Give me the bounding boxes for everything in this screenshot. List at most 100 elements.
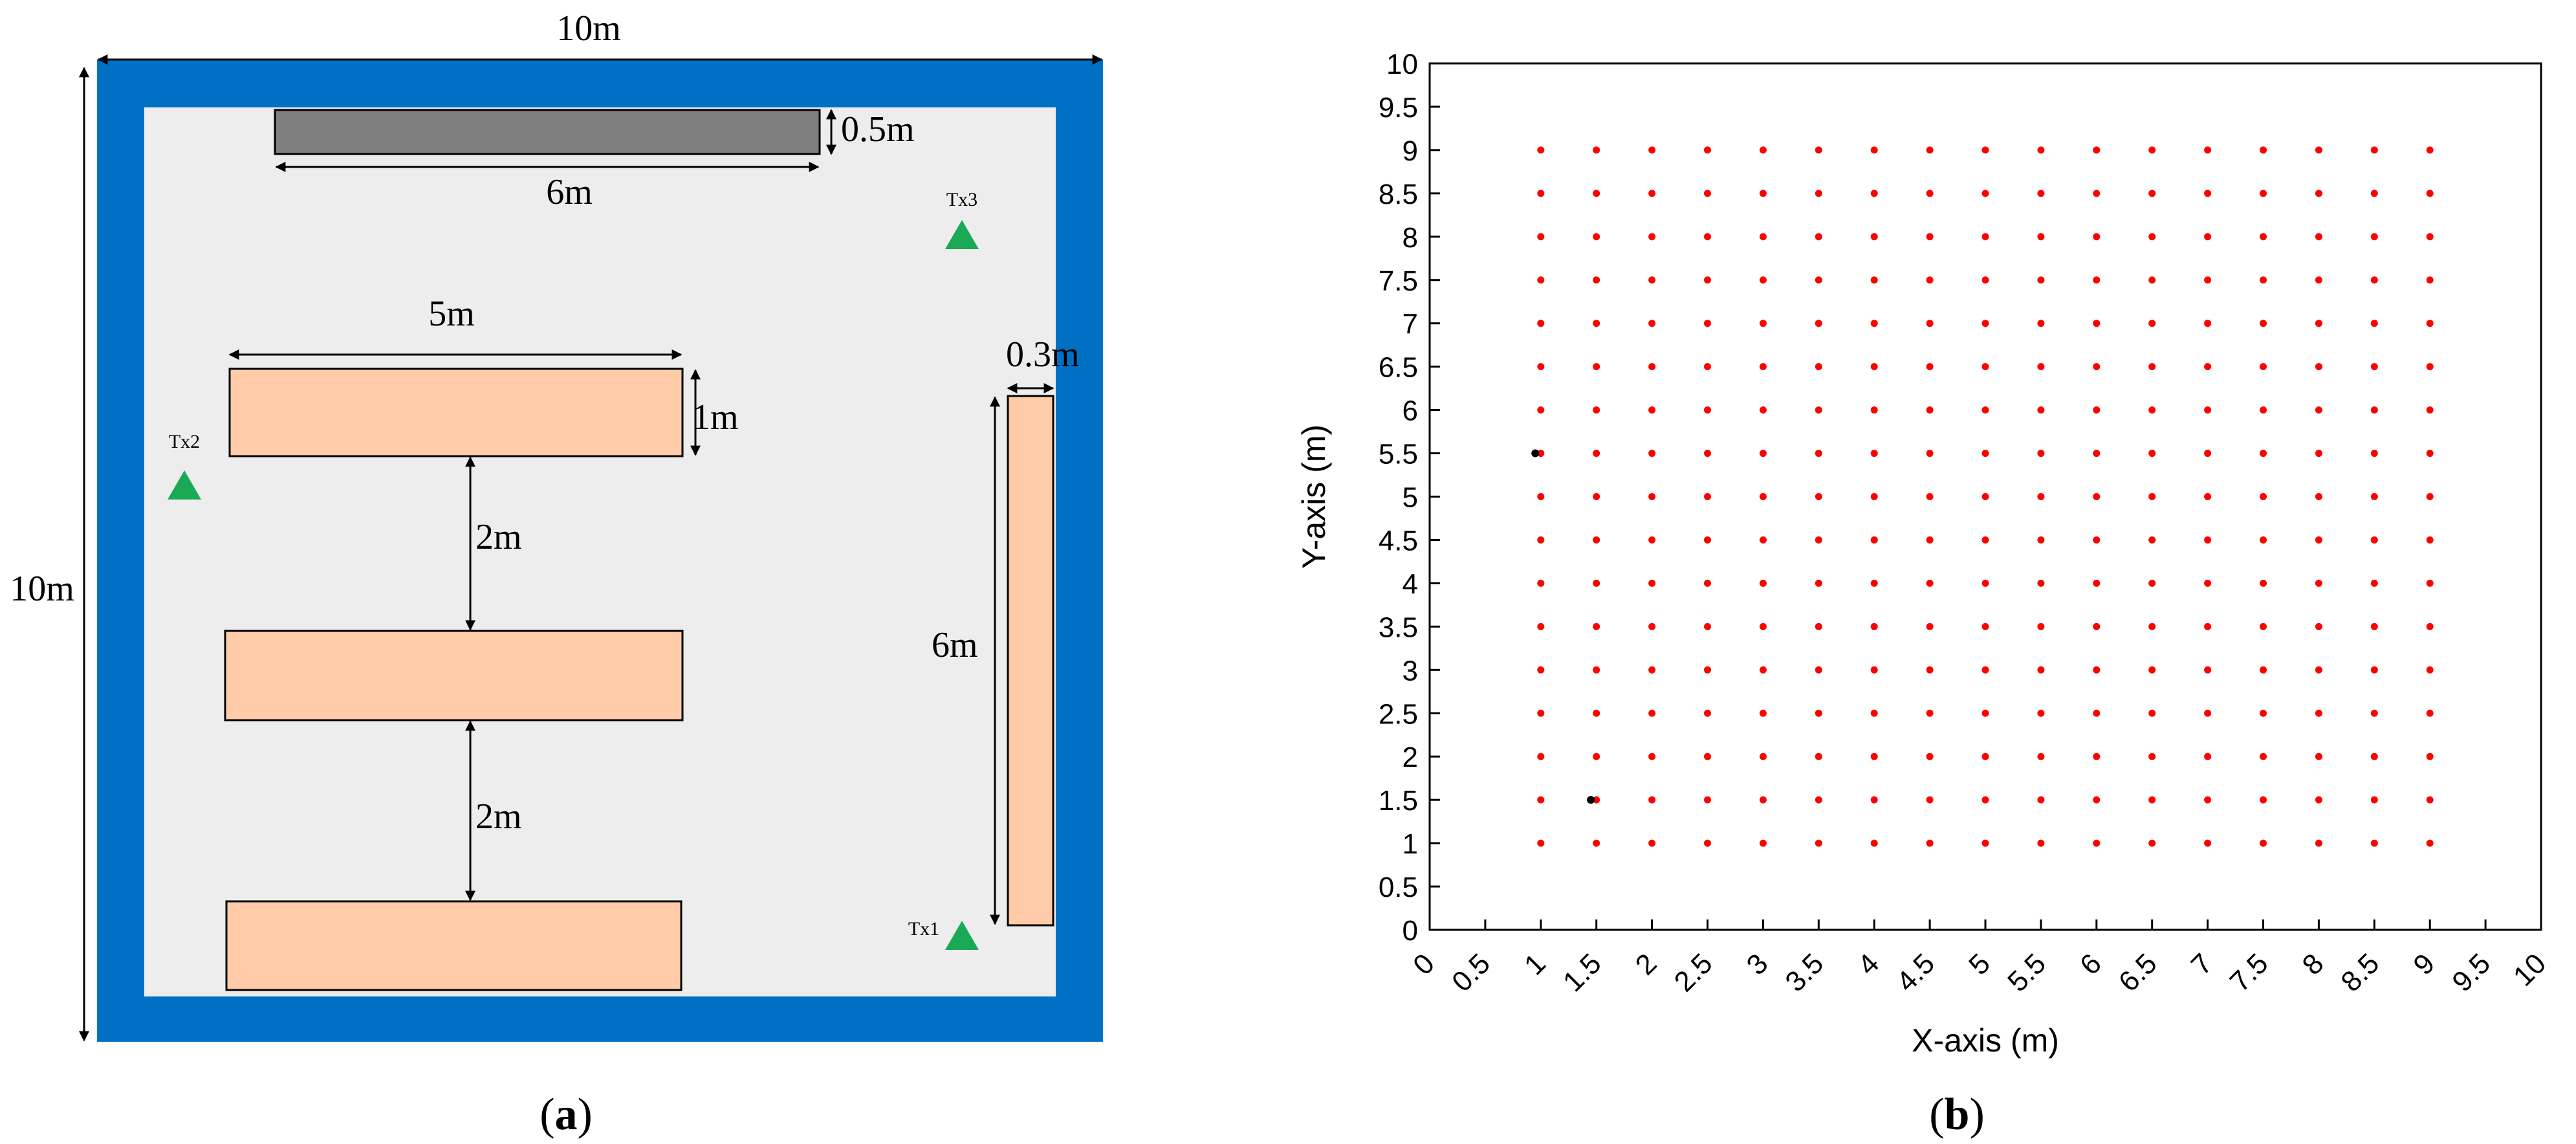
data-point: [2260, 579, 2267, 587]
data-point: [2426, 146, 2434, 154]
data-point: [1981, 579, 1989, 587]
data-point: [1648, 622, 1656, 630]
caption-a: (a): [540, 1090, 593, 1139]
data-point: [2093, 146, 2101, 154]
data-point: [2148, 320, 2156, 327]
x-tick-label: 2: [1630, 947, 1663, 981]
data-point: [2093, 190, 2101, 197]
data-point: [2260, 233, 2267, 241]
data-point: [2093, 406, 2101, 414]
tx3-triangle-icon: [945, 220, 979, 249]
data-point: [1759, 753, 1767, 760]
x-axis-label: X-axis (m): [1912, 1022, 2059, 1059]
data-point: [2204, 320, 2212, 327]
data-point: [2037, 190, 2045, 197]
data-point: [2093, 233, 2101, 241]
data-point: [1870, 190, 1878, 197]
data-point: [1759, 276, 1767, 284]
x-tick-label: 9: [2407, 947, 2441, 981]
data-point: [2204, 406, 2212, 414]
data-point: [2426, 493, 2434, 500]
data-point: [1815, 709, 1822, 717]
data-point: [2370, 363, 2378, 371]
data-point: [1870, 233, 1878, 241]
data-point: [2426, 233, 2434, 241]
data-point: [1537, 709, 1545, 717]
data-point: [1815, 276, 1822, 284]
data-point: [1537, 320, 1545, 327]
data-point: [2148, 363, 2156, 371]
data-point: [2093, 276, 2101, 284]
data-point: [1815, 622, 1822, 630]
data-point: [2093, 363, 2101, 371]
y-tick-label: 1.5: [1379, 785, 1418, 817]
data-point: [1981, 233, 1989, 241]
y-tick-label: 5: [1403, 482, 1418, 514]
data-point: [1815, 493, 1822, 500]
data-point: [1537, 276, 1545, 284]
data-point: [1981, 146, 1989, 154]
data-point: [1926, 190, 1934, 197]
data-point: [2037, 666, 2045, 674]
data-point: [1704, 536, 1711, 544]
y-tick-label: 4: [1403, 568, 1418, 600]
data-point: [1531, 449, 1540, 457]
data-point: [1593, 450, 1600, 457]
data-point: [1593, 709, 1600, 717]
data-point: [1926, 320, 1934, 327]
data-point: [2204, 622, 2212, 630]
data-point: [2037, 493, 2045, 500]
y-axis-label: Y-axis (m): [1296, 424, 1332, 569]
data-point: [2260, 190, 2267, 197]
data-point: [2426, 666, 2434, 674]
data-point: [2093, 666, 2101, 674]
x-tick-label: 9.5: [2446, 947, 2496, 998]
data-point: [1759, 450, 1767, 457]
data-point: [2315, 839, 2322, 847]
x-tick-label: 3: [1741, 947, 1774, 981]
data-point: [2370, 796, 2378, 804]
data-point: [2148, 406, 2156, 414]
data-point: [2037, 753, 2045, 760]
data-point: [1648, 753, 1656, 760]
data-point: [2037, 233, 2045, 241]
data-point: [1648, 363, 1656, 371]
data-point: [1648, 233, 1656, 241]
top-bar-thickness-label: 0.5m: [841, 109, 915, 149]
data-point: [1537, 450, 1545, 457]
data-point: [2315, 709, 2322, 717]
data-point: [1815, 320, 1822, 327]
data-point: [2260, 320, 2267, 327]
data-point: [2148, 839, 2156, 847]
data-point: [1648, 276, 1656, 284]
data-point: [1759, 190, 1767, 197]
data-point: [1759, 839, 1767, 847]
data-point: [1815, 666, 1822, 674]
data-point: [2148, 753, 2156, 760]
top-bar: [274, 109, 821, 155]
data-point: [1870, 320, 1878, 327]
side-bar-thickness-label: 0.3m: [1006, 335, 1080, 375]
data-point: [2148, 579, 2156, 587]
data-point: [1648, 493, 1656, 500]
data-point: [2260, 406, 2267, 414]
data-point: [2037, 796, 2045, 804]
data-point: [2204, 450, 2212, 457]
data-point: [2093, 622, 2101, 630]
x-tick-label: 8.5: [2335, 947, 2385, 998]
data-point: [2204, 276, 2212, 284]
floor-plan-panel: 10m 10m 0.5m 6m 5m 1m 2m 2m 0.3m 6m: [10, 8, 1103, 1042]
data-point: [1981, 320, 1989, 327]
data-point: [1815, 190, 1822, 197]
data-point: [2426, 839, 2434, 847]
data-point: [2426, 622, 2434, 630]
x-tick-label: 0.5: [1446, 947, 1496, 998]
data-point: [2204, 493, 2212, 500]
data-point: [2315, 536, 2322, 544]
data-point: [2204, 666, 2212, 674]
data-point: [2315, 579, 2322, 587]
data-point: [1704, 709, 1711, 717]
data-point: [1648, 536, 1656, 544]
data-point: [2037, 276, 2045, 284]
data-point: [2204, 190, 2212, 197]
